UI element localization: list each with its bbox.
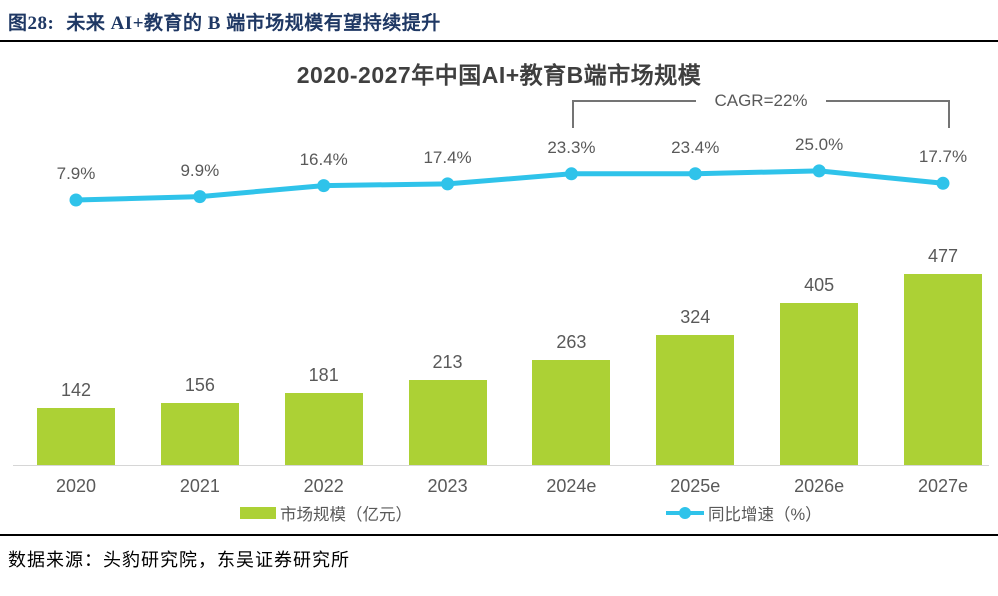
figure-label: 图28: [8, 13, 55, 34]
bar-2026e [780, 303, 859, 465]
x-axis-label-2023: 2023 [427, 476, 468, 496]
x-axis-label-2024e: 2024e [546, 476, 597, 496]
cagr-bracket: CAGR=22% [572, 91, 950, 128]
line-point-2025e [688, 167, 702, 181]
growth-value-label-2024e: 23.3% [547, 137, 596, 157]
bar-series-swatch [240, 507, 276, 519]
legend-label-market-size: 市场规模（亿元） [280, 506, 412, 524]
bar-2021 [160, 402, 239, 465]
growth-value-label-2027e: 17.7% [918, 147, 968, 167]
source-note: 数据来源：头豹研究院，东吴证券研究所 [8, 550, 350, 570]
bar-2020 [37, 408, 115, 465]
x-axis-label-2025e: 2025e [670, 476, 721, 496]
x-axis-label-2022: 2022 [303, 476, 344, 496]
line-point-2022 [317, 179, 331, 193]
bar-2022 [284, 392, 363, 465]
growth-value-label-2021: 9.9% [180, 160, 220, 180]
bar-value-label-2026e: 405 [804, 275, 835, 295]
growth-value-label-2020: 7.9% [56, 164, 96, 183]
legend-item-market-size: 市场规模（亿元） [240, 501, 412, 525]
bar-value-label-2021: 156 [184, 374, 215, 395]
bar-value-label-2025e: 324 [680, 307, 711, 328]
bracket-right-leg [948, 100, 950, 128]
legend-item-growth-rate: 同比增速（%） [666, 501, 822, 525]
bar-value-label-2022: 181 [308, 364, 339, 385]
bracket-top-line-left [572, 100, 696, 102]
line-series-swatch [666, 507, 704, 519]
line-point-2024e [564, 167, 578, 181]
bar-value-label-2027e: 477 [927, 246, 959, 267]
bar-value-label-2023: 213 [432, 351, 463, 372]
growth-value-label-2026e: 25.0% [795, 134, 844, 154]
cagr-label: CAGR=22% [714, 91, 808, 110]
line-point-2026e [812, 164, 826, 178]
bracket-left-leg [572, 100, 574, 128]
line-point-2023 [441, 177, 455, 191]
growth-value-label-2023: 17.4% [423, 147, 472, 167]
bracket-top-line-right [826, 100, 950, 102]
line-point-2027e [936, 176, 950, 190]
growth-value-label-2022: 16.4% [299, 149, 348, 169]
figure-title: 未来 AI+教育的 B 端市场规模有望持续提升 [66, 13, 441, 34]
x-axis-label-2027e: 2027e [917, 476, 969, 496]
x-axis-label-2020: 2020 [55, 476, 97, 496]
growth-value-label-2025e: 23.4% [671, 137, 720, 157]
line-marker-dot-icon [679, 507, 691, 519]
line-point-2021 [193, 190, 207, 204]
bar-value-label-2020: 142 [60, 380, 92, 401]
header-divider [0, 40, 998, 42]
x-axis-label-2026e: 2026e [794, 476, 845, 496]
x-axis-label-2021: 2021 [179, 476, 220, 496]
bar-2025e [656, 335, 735, 465]
figure-header: 图28: 未来 AI+教育的 B 端市场规模有望持续提升 [8, 8, 992, 35]
legend-label-growth-rate: 同比增速（%） [708, 506, 822, 524]
bar-2024e [532, 359, 611, 465]
line-point-2020 [69, 193, 83, 207]
chart-title: 2020-2027年中国AI+教育B端市场规模 [296, 62, 702, 88]
footer-divider [0, 534, 998, 536]
bar-value-label-2024e: 263 [556, 331, 587, 352]
bar-2027e [904, 274, 982, 465]
x-axis-line [13, 465, 989, 466]
bar-2023 [408, 379, 487, 465]
